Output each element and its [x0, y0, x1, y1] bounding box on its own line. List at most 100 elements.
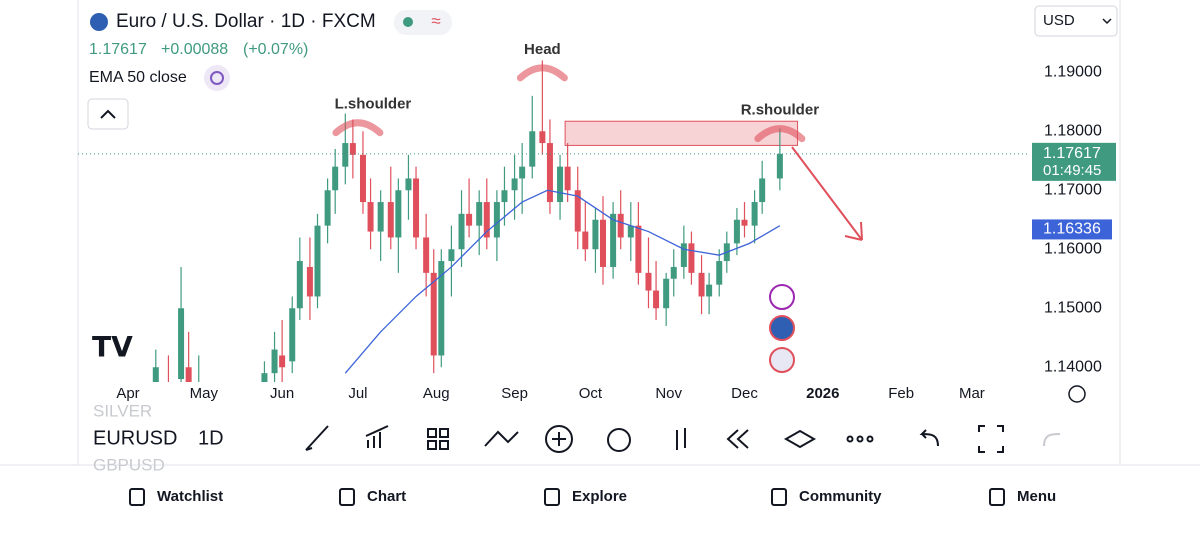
replay-tool[interactable]: [726, 429, 749, 449]
candle-body: [296, 261, 303, 309]
x-tick-label: Apr: [116, 385, 139, 402]
indicator-toggle[interactable]: [204, 65, 230, 91]
nav-icon: [129, 488, 145, 506]
symbol-icon: [90, 13, 108, 31]
candle-body: [438, 261, 445, 356]
more-a[interactable]: [846, 435, 854, 443]
candle-body: [670, 266, 677, 279]
candle-body: [688, 243, 695, 273]
draw-tool[interactable]: [305, 425, 329, 451]
candle-body: [332, 166, 339, 191]
undo-tool[interactable]: [919, 429, 939, 447]
x-tick-label: Aug: [423, 385, 450, 402]
candle-body: [564, 166, 571, 191]
alert-tool[interactable]: [607, 428, 631, 452]
candle-body: [776, 153, 783, 179]
x-tick-label: Oct: [579, 385, 603, 402]
candle-body: [680, 243, 687, 267]
candle-tool[interactable]: [676, 428, 686, 450]
candle-body: [377, 202, 384, 232]
compare-tool[interactable]: [484, 430, 519, 447]
add-tool-plus: [552, 432, 566, 446]
countdown: 01:49:45: [1043, 162, 1101, 179]
candle-body: [413, 178, 420, 238]
indicators-tool[interactable]: [365, 425, 389, 448]
layout-tool-b[interactable]: [439, 428, 449, 438]
candle-body: [610, 213, 617, 267]
candle-body: [627, 225, 634, 238]
layout-tool-d[interactable]: [439, 440, 449, 450]
candle-body: [271, 349, 278, 374]
candle-body: [519, 166, 526, 179]
candle-body: [759, 178, 766, 203]
x-tick-label: Jul: [348, 385, 367, 402]
candle-body: [342, 143, 349, 167]
annotation-arc: [332, 119, 384, 137]
nav-icon: [771, 488, 787, 506]
candle-body: [178, 308, 185, 380]
eur-event-icon[interactable]: [769, 315, 795, 341]
toolbar-symbol[interactable]: EURUSD: [93, 427, 177, 449]
delay-icon: ≈: [431, 11, 440, 30]
candle-body: [349, 143, 356, 155]
candle-body: [600, 219, 607, 267]
usd-event-icon[interactable]: [769, 347, 795, 373]
toolbar-interval[interactable]: 1D: [198, 427, 224, 449]
x-tick-label: Nov: [655, 385, 682, 402]
fullscreen-tool[interactable]: [978, 425, 1004, 453]
add-tool[interactable]: [545, 425, 573, 453]
y-tick-label: 1.17000: [1044, 181, 1102, 198]
nav-item[interactable]: Community: [799, 488, 882, 505]
currency-select[interactable]: [1034, 5, 1118, 37]
status-pill: [394, 10, 452, 35]
annotation-arc: [516, 64, 568, 82]
redo-tool[interactable]: [1043, 433, 1061, 447]
ema-price-box: [1032, 219, 1112, 240]
candle-body: [635, 225, 642, 273]
candle-body: [706, 284, 713, 297]
candle-body: [476, 202, 483, 226]
nav-item[interactable]: Menu: [1017, 488, 1056, 505]
legend-price: 1.17617: [89, 41, 147, 58]
candle-body: [539, 131, 546, 144]
logo: 𝗧𝗩: [92, 331, 133, 362]
candle-body: [546, 143, 553, 203]
candle-body: [387, 202, 394, 238]
layout-tool-c[interactable]: [427, 440, 437, 450]
annotation: L.shoulder: [335, 96, 412, 113]
candle-body: [574, 190, 581, 232]
nav-item[interactable]: Explore: [572, 488, 627, 505]
collapse-button[interactable]: [87, 98, 129, 130]
settings-icon[interactable]: [1068, 385, 1086, 403]
last-price-box: [1032, 142, 1116, 181]
candle-body: [698, 272, 705, 297]
y-tick-label: 1.18000: [1044, 122, 1102, 139]
last-price-label: 1.17617: [1043, 145, 1101, 162]
candle-body: [617, 213, 624, 238]
legend-change-pct: (+0.07%): [243, 41, 308, 58]
annotation: R.shoulder: [741, 102, 820, 119]
market-open: [403, 17, 413, 27]
x-tick-label: Sep: [501, 385, 528, 402]
more-b: [856, 435, 864, 443]
nav-item[interactable]: Watchlist: [157, 488, 223, 505]
annotation-arc: [754, 125, 806, 143]
nav-item[interactable]: Chart: [367, 488, 406, 505]
ema-price-label: 1.16336: [1043, 221, 1101, 238]
candle-body: [359, 154, 366, 203]
candle-body: [395, 190, 402, 238]
candle-body: [185, 367, 192, 382]
layout-tool[interactable]: [427, 428, 437, 438]
candle-body: [279, 355, 286, 368]
x-tick-label: Mar: [959, 385, 985, 402]
layers-tool[interactable]: [783, 429, 817, 449]
y-tick-label: 1.15000: [1044, 299, 1102, 316]
candle-body: [458, 213, 465, 250]
candle-body: [557, 166, 564, 203]
candle-body: [663, 278, 670, 309]
toolbar-prev-symbol: SILVER: [93, 401, 152, 420]
title: Euro / U.S. Dollar · 1D · FXCM: [116, 11, 376, 32]
y-tick-label: 1.14000: [1044, 358, 1102, 375]
event-icon[interactable]: [769, 284, 795, 310]
